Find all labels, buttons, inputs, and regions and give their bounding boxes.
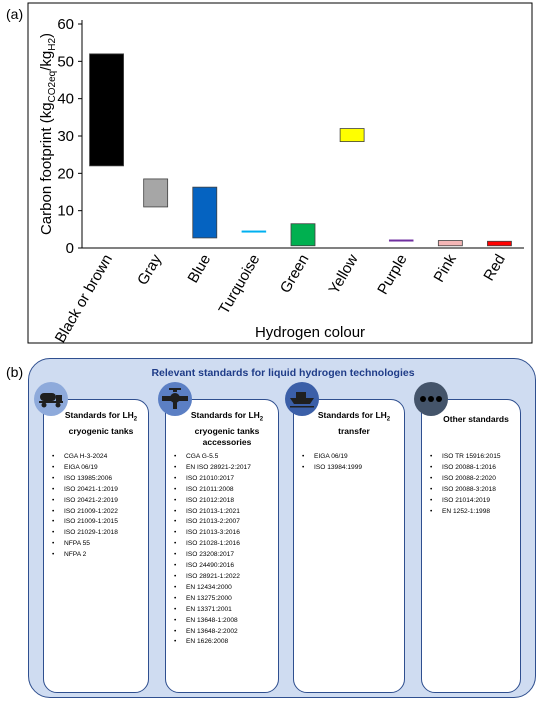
standards-list: ISO TR 15916:2015 ISO 20088-1:2016 ISO 2… [430,452,516,517]
panel-b-label: (b) [6,364,24,380]
ylabel-main: Carbon footprint (kg [38,102,55,235]
list-item: EIGA 06/19 [52,463,144,474]
panel-a-label: (a) [6,6,24,22]
y-axis-label: Carbon footprint (kgCO2eq/kgH2) [38,33,58,235]
list-item: ISO 20088-1:2016 [430,463,516,474]
ylabel-mid: /kg [38,51,55,71]
bar-pink [437,240,463,247]
y-tick-label: 40 [57,91,74,108]
x-tick-label: Green [277,252,313,297]
bar-blue [192,186,218,239]
list-item: ISO 20421-1:2019 [52,485,144,496]
list-item: EN 1252-1:1998 [430,507,516,518]
list-item: ISO 23208:2017 [174,550,274,561]
card-title: Standards for LH2 cryogenic tanks access… [190,410,264,447]
y-tick-label: 50 [57,53,74,70]
y-tick-label: 60 [57,16,74,33]
bar-purple [388,239,414,242]
chart-frame [27,2,533,344]
list-item: EN ISO 28921-2:2017 [174,463,274,474]
card-title: Other standards [443,414,509,424]
ylabel-sub2: H2 [47,38,58,51]
bar-red [487,240,512,247]
list-item: ISO 21011:2008 [174,485,274,496]
standards-card-other: Other standards ISO TR 15916:2015 ISO 20… [421,399,521,693]
list-item: ISO 21028-1:2016 [174,539,274,550]
standards-list: CGA G-5.5 EN ISO 28921-2:2017 ISO 21010:… [174,452,274,648]
valve-icon [158,382,192,416]
x-tick-label: Blue [185,252,215,287]
list-item: EIGA 06/19 [302,452,400,463]
list-item: NFPA 2 [52,550,144,561]
card-title: Standards for LH2 cryogenic tanks [64,410,138,436]
list-item: CGA G-5.5 [174,452,274,463]
list-item: EN 13648-2:2002 [174,627,274,638]
list-item: ISO 21009-1:2015 [52,517,144,528]
tanker-truck-icon [34,382,68,416]
list-item: EN 13371:2001 [174,605,274,616]
list-item: ISO 21014:2019 [430,496,516,507]
list-item: ISO 24490:2016 [174,561,274,572]
x-tick-label: Black or brown [52,252,116,346]
ylabel-end: ) [38,33,55,38]
x-axis-label: Hydrogen colour [255,324,365,341]
card-title: Standards for LH2 transfer [317,410,391,436]
ship-icon [285,382,319,416]
x-tick-label: Purple [374,252,410,298]
standards-list: EIGA 06/19 ISO 13984:1999 [302,452,400,474]
list-item: ISO 13985:2006 [52,474,144,485]
list-item: ISO 20421-2:2019 [52,496,144,507]
list-item: EN 1626:2008 [174,637,274,648]
bar-turquoise [241,230,267,233]
list-item: EN 13275:2000 [174,594,274,605]
standards-list: CGA H-3-2024 EIGA 06/19 ISO 13985:2006 I… [52,452,144,561]
list-item: NFPA 55 [52,539,144,550]
list-item: ISO 21009-1:2022 [52,507,144,518]
carbon-footprint-chart: 0 10 20 30 40 50 60 Black or brown Gray Blue Turq… [27,2,533,346]
y-tick-label: 10 [57,203,74,220]
bar-black-or-brown [89,53,124,167]
ellipsis-icon [414,382,448,416]
list-item: ISO TR 15916:2015 [430,452,516,463]
list-item: CGA H-3-2024 [52,452,144,463]
list-item: ISO 21012:2018 [174,496,274,507]
bar-green [290,223,316,247]
list-item: ISO 28921-1:2022 [174,572,274,583]
standards-card-accessories: Standards for LH2 cryogenic tanks access… [165,399,279,693]
y-tick-label: 20 [57,165,74,182]
x-tick-label: Yellow [325,251,361,297]
list-item: ISO 21013-1:2021 [174,507,274,518]
bar-gray [143,178,169,208]
list-item: ISO 21010:2017 [174,474,274,485]
list-item: ISO 20088-2:2020 [430,474,516,485]
list-item: ISO 21013-3:2016 [174,528,274,539]
standards-card-tanks: Standards for LH2 cryogenic tanks CGA H-… [43,399,149,693]
list-item: ISO 20088-3:2018 [430,485,516,496]
x-tick-label: Turquoise [216,252,264,318]
x-tick-label: Gray [134,251,165,288]
bar-yellow [339,128,365,143]
list-item: EN 13648-1:2008 [174,616,274,627]
list-item: ISO 21029-1:2018 [52,528,144,539]
standards-title: Relevant standards for liquid hydrogen t… [151,367,415,379]
standards-card-transfer: Standards for LH2 transfer EIGA 06/19 IS… [293,399,405,693]
list-item: ISO 21013-2:2007 [174,517,274,528]
ylabel-sub1: CO2eq [47,71,58,103]
y-tick-label: 30 [57,128,74,145]
x-tick-label: Pink [430,251,460,285]
y-tick-label: 0 [66,240,74,257]
x-tick-label: Red [480,252,508,284]
list-item: EN 12434:2000 [174,583,274,594]
standards-panel: Relevant standards for liquid hydrogen t… [28,358,536,698]
list-item: ISO 13984:1999 [302,463,400,474]
